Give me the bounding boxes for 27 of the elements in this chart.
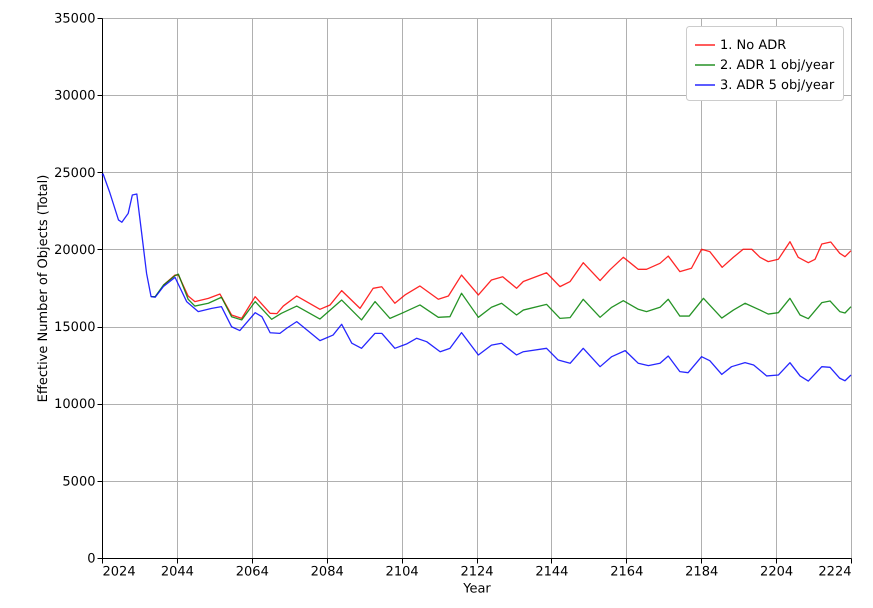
x-tick-label: 2224 — [818, 564, 852, 580]
y-tick-label: 15000 — [54, 320, 96, 336]
y-tick-label: 30000 — [54, 88, 96, 104]
x-tick-label: 2204 — [760, 564, 794, 580]
x-tick-label: 2104 — [386, 564, 419, 580]
x-tick-label: 2164 — [610, 564, 644, 580]
legend-label: 2. ADR 1 obj/year — [720, 58, 835, 73]
line-series — [101, 173, 852, 382]
legend-label: 3. ADR 5 obj/year — [720, 78, 835, 93]
line-series — [162, 241, 852, 320]
x-tick-label: 2124 — [460, 564, 494, 580]
y-tick-label: 25000 — [54, 166, 96, 181]
y-tick-label: 10000 — [54, 397, 96, 412]
y-axis-title: Effective Number of Objects (Total) — [36, 174, 52, 402]
x-tick-label: 2084 — [310, 564, 344, 580]
x-axis-title: Year — [462, 582, 492, 596]
y-tick-label: 20000 — [54, 242, 96, 258]
y-tick-label: 5000 — [62, 474, 96, 490]
x-tick-label: 2044 — [160, 564, 194, 580]
x-tick-label: 2144 — [535, 564, 568, 580]
x-tick-label: 2024 — [102, 564, 136, 580]
y-tick-label: 0 — [87, 552, 96, 566]
line-series — [150, 273, 852, 321]
x-tick-label: 2184 — [685, 564, 718, 580]
x-tick-label: 2064 — [236, 564, 269, 580]
legend-label: 1. No ADR — [720, 38, 786, 53]
y-tick-label: 35000 — [54, 12, 96, 26]
